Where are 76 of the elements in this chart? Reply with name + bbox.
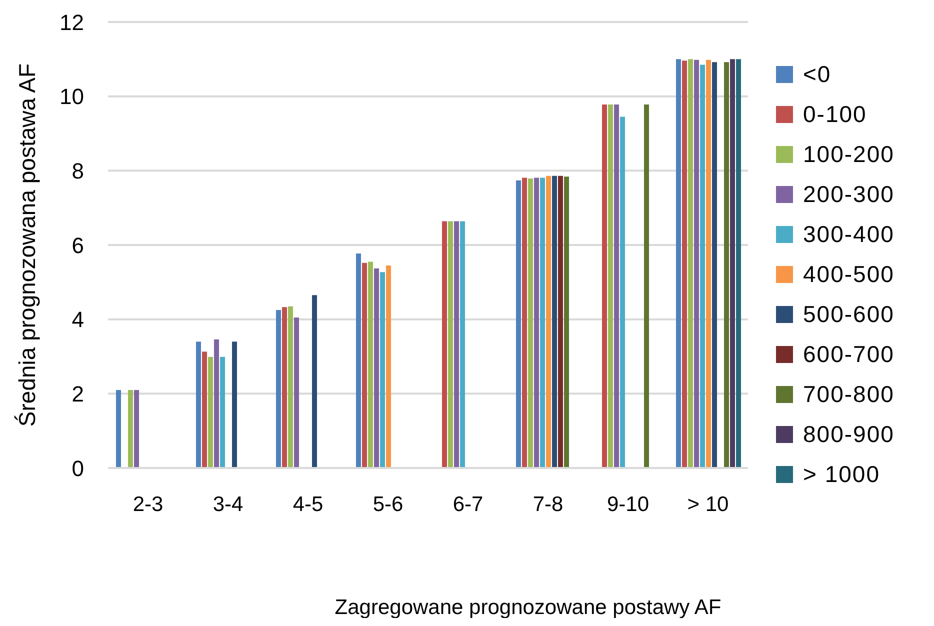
bar	[644, 104, 649, 468]
legend-label: 200-300	[803, 180, 894, 208]
bar	[288, 306, 293, 468]
y-tick-label: 8	[72, 158, 84, 184]
bar	[128, 390, 133, 468]
legend-label: 500-600	[803, 300, 894, 328]
bar	[214, 339, 219, 468]
bar	[374, 268, 379, 468]
legend-label: 700-800	[803, 380, 894, 408]
bar	[208, 356, 213, 468]
bar	[282, 307, 287, 468]
y-axis-title: Średnia prognozowana postawa AF	[14, 63, 40, 427]
bar	[602, 104, 607, 468]
bar	[276, 310, 281, 468]
bar	[614, 104, 619, 468]
x-tick-label: > 10	[687, 492, 729, 516]
bar	[522, 178, 527, 468]
bar	[380, 272, 385, 468]
bar	[232, 342, 237, 468]
bar	[386, 265, 391, 468]
legend-label: 400-500	[803, 260, 894, 288]
bar	[546, 176, 551, 468]
bar	[676, 59, 681, 468]
bar	[516, 180, 521, 468]
y-tick-label: 12	[60, 10, 84, 35]
bar	[694, 60, 699, 468]
bar	[312, 295, 317, 468]
bar	[134, 390, 139, 468]
x-tick-label: 9-10	[606, 492, 650, 516]
y-tick-label: 0	[72, 456, 84, 481]
y-tick-label: 10	[60, 84, 84, 110]
bar	[608, 104, 613, 468]
legend-label: 100-200	[803, 140, 894, 168]
bar	[534, 178, 539, 468]
legend-label: > 1000	[803, 460, 880, 488]
bar	[712, 62, 717, 468]
bar	[196, 342, 201, 468]
bar	[202, 352, 207, 468]
x-tick-label: 7-8	[532, 492, 564, 516]
bar	[724, 62, 729, 468]
bar	[116, 390, 121, 468]
bar	[688, 59, 693, 468]
bar	[620, 116, 625, 468]
bar	[220, 356, 225, 468]
bar	[362, 262, 367, 468]
legend-label: <0	[803, 60, 832, 88]
bar	[564, 176, 569, 468]
legend-label: 600-700	[803, 340, 894, 368]
x-tick-label: 4-5	[292, 492, 324, 516]
legend-label: 800-900	[803, 420, 894, 448]
x-tick-label: 3-4	[212, 492, 244, 516]
y-tick-label: 6	[72, 232, 84, 258]
bar	[736, 59, 741, 468]
y-tick-label: 2	[72, 381, 84, 406]
bar	[294, 317, 299, 468]
bar	[706, 60, 711, 468]
x-axis-title: Zagregowane prognozowane postawy AF	[334, 596, 722, 619]
bar	[368, 262, 373, 468]
bar	[442, 221, 447, 468]
bar	[682, 60, 687, 468]
bar	[558, 176, 563, 468]
legend-label: 300-400	[803, 220, 894, 248]
bar	[540, 178, 545, 468]
bar	[454, 221, 459, 468]
bar	[448, 221, 453, 468]
bar	[460, 221, 465, 468]
bar	[700, 64, 705, 468]
bar	[730, 59, 735, 468]
legend-label: 0-100	[803, 100, 867, 128]
x-tick-label: 2-3	[132, 492, 164, 516]
x-tick-label: 6-7	[452, 492, 484, 516]
bar	[552, 176, 557, 468]
x-tick-label: 5-6	[372, 492, 404, 516]
bar	[528, 178, 533, 468]
bar	[356, 254, 361, 468]
y-tick-label: 4	[72, 307, 84, 332]
